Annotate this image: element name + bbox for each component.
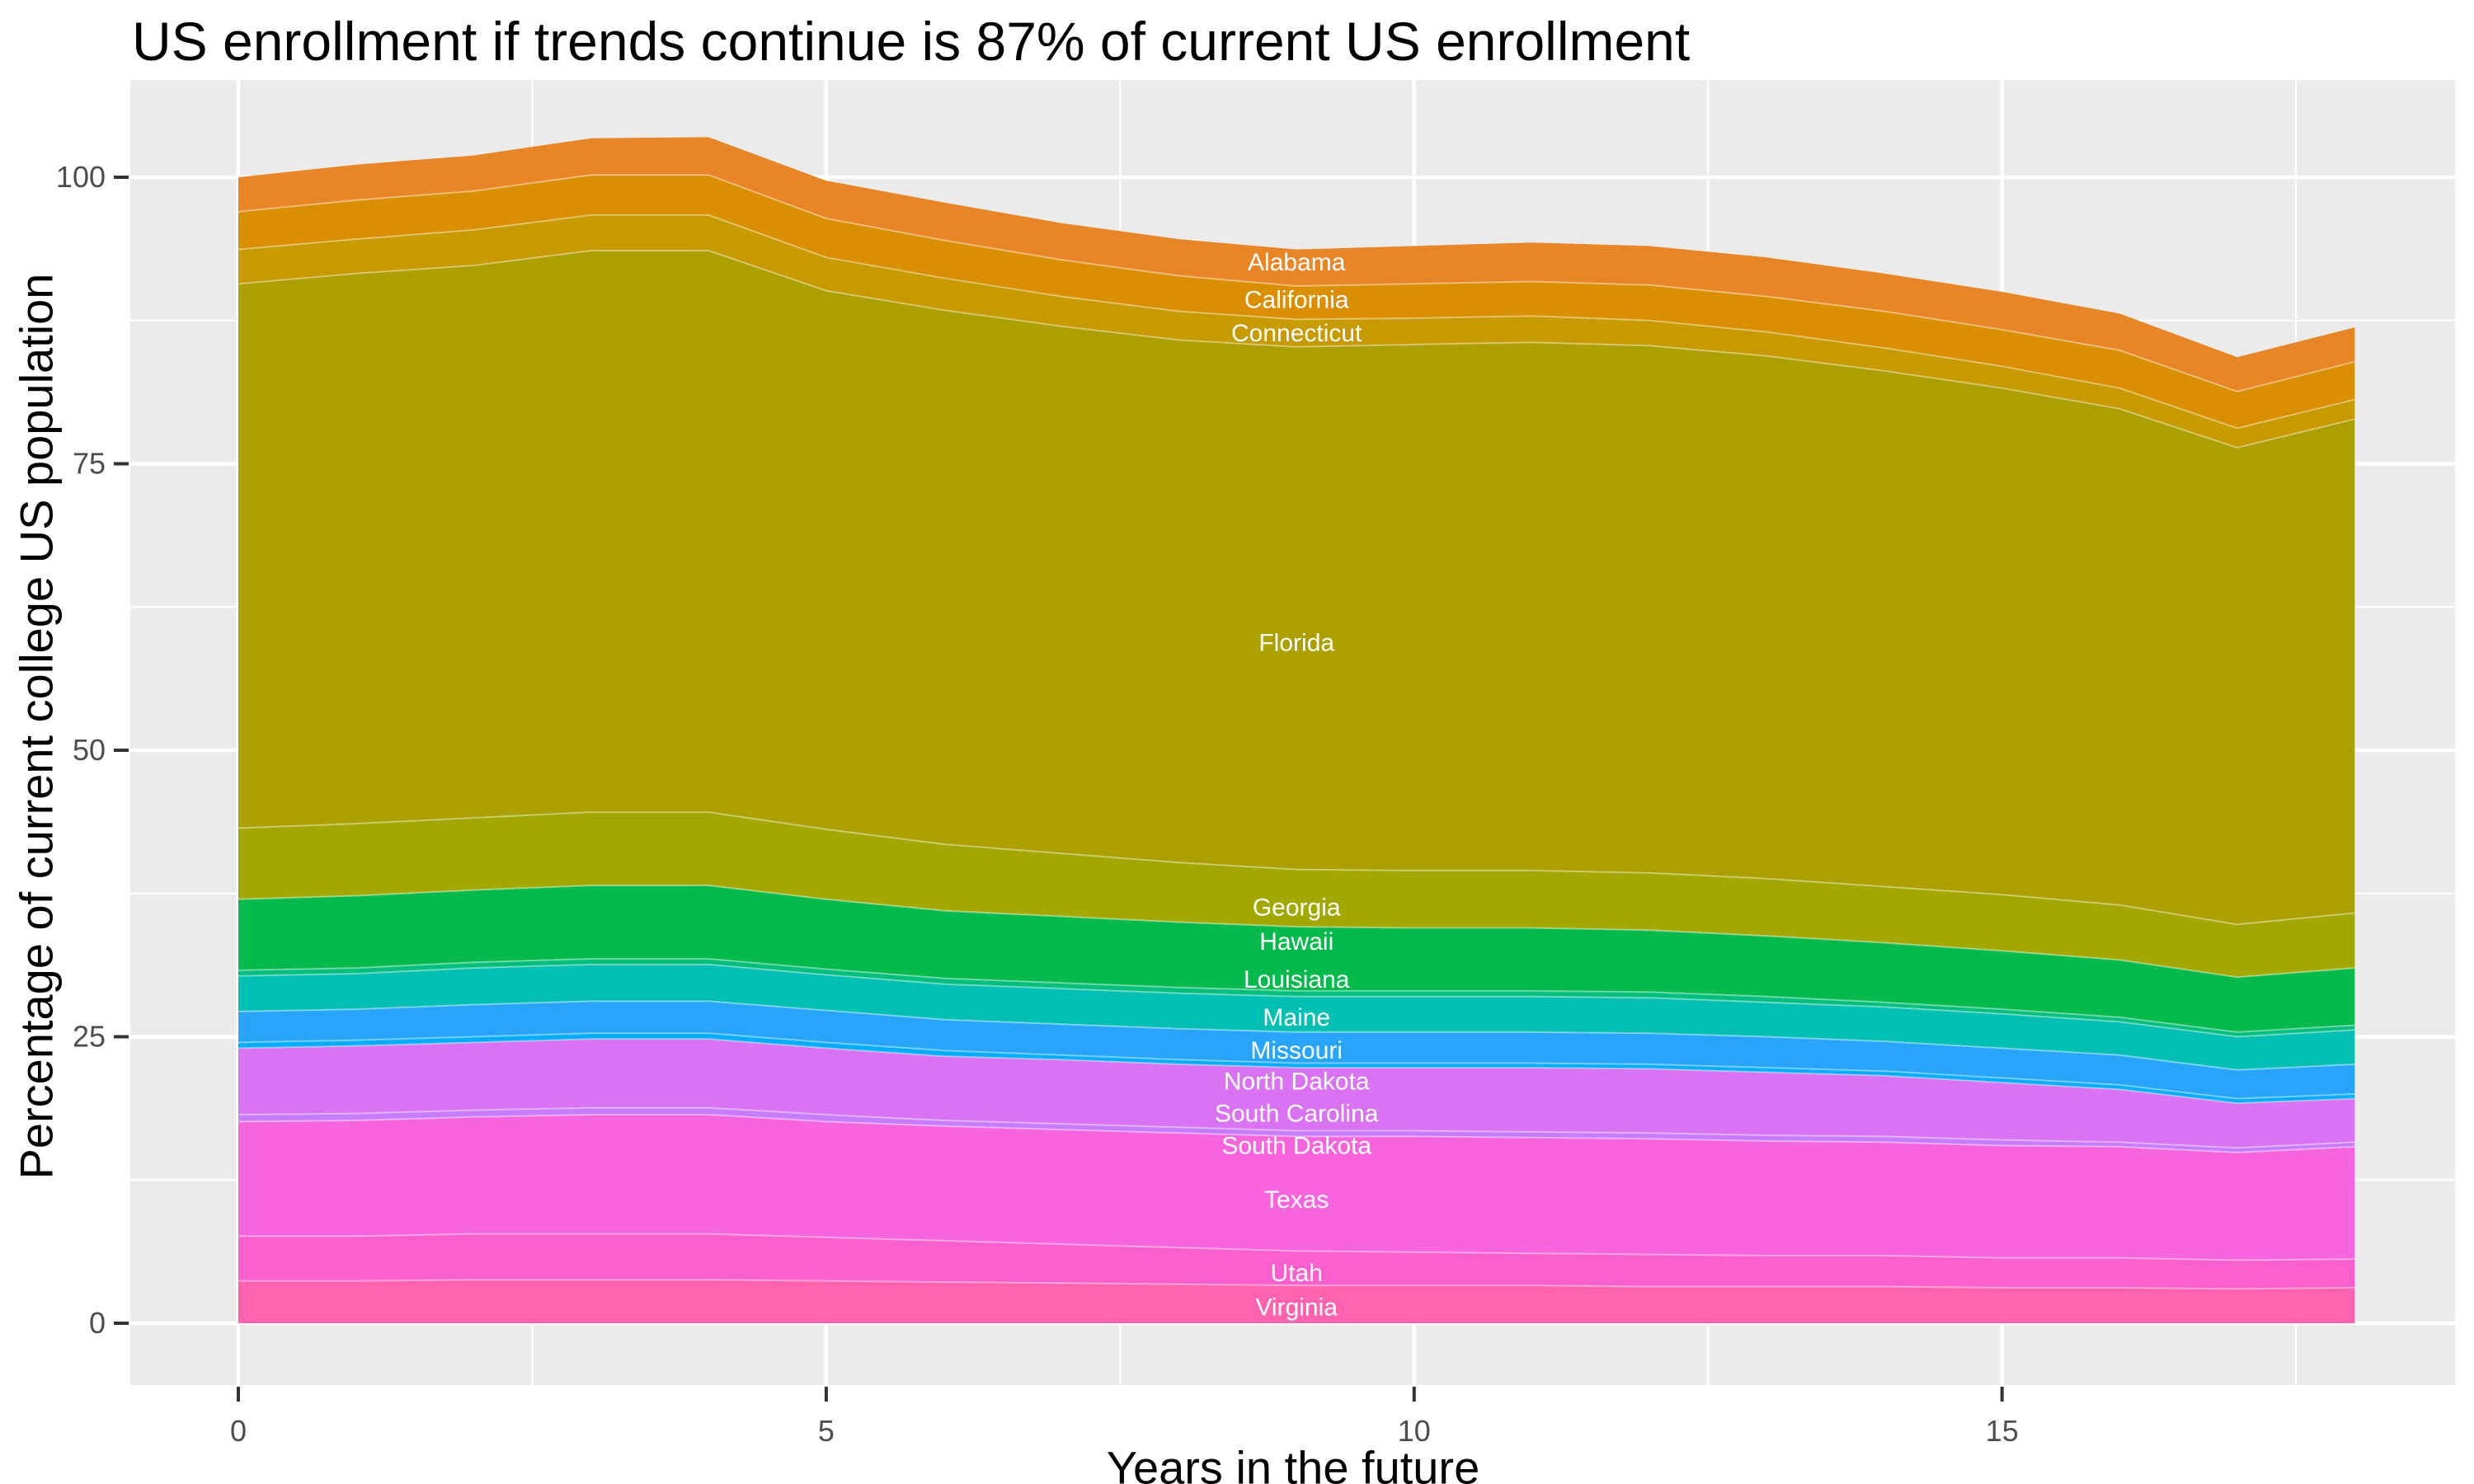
series-boundary	[238, 1032, 2355, 1100]
state-label-maine: Maine	[1263, 1004, 1330, 1031]
chart-title: US enrollment if trends continue is 87% …	[132, 11, 1691, 72]
x-tick-label: 15	[1986, 1414, 2019, 1448]
x-axis-title: Years in the future	[1106, 1441, 1480, 1484]
y-tick-label: 50	[73, 733, 106, 767]
area-series-maine	[238, 964, 2355, 1070]
area-series-missouri	[238, 1001, 2355, 1099]
area-series-south-carolina	[238, 1039, 2355, 1148]
area-series-south-dakota	[238, 1107, 2355, 1153]
x-tick-label: 10	[1398, 1414, 1431, 1448]
y-tick-label: 25	[73, 1020, 106, 1054]
y-tick-label: 100	[56, 160, 106, 194]
series-boundary	[238, 1000, 2355, 1071]
series-boundary	[238, 811, 2355, 926]
series-boundary	[238, 1279, 2355, 1290]
series-boundary	[238, 1233, 2355, 1261]
state-label-california: California	[1244, 287, 1349, 314]
series-boundary	[238, 963, 2355, 1038]
area-series-connecticut	[238, 214, 2355, 448]
area-series-texas	[238, 1115, 2355, 1261]
series-boundary	[238, 958, 2355, 1033]
state-label-hawaii: Hawaii	[1259, 928, 1333, 956]
y-axis-title: Percentage of current college US populat…	[10, 273, 63, 1180]
area-series-virginia	[238, 1280, 2355, 1323]
state-label-texas: Texas	[1264, 1186, 1329, 1214]
area-series-georgia	[238, 812, 2355, 978]
area-series-louisiana	[238, 959, 2355, 1037]
series-boundary	[238, 214, 2355, 430]
state-label-south-dakota: South Dakota	[1221, 1133, 1371, 1160]
y-tick-label: 75	[73, 447, 106, 481]
state-label-north-dakota: North Dakota	[1224, 1068, 1370, 1096]
x-tick-label: 5	[818, 1414, 835, 1448]
series-boundary	[238, 1114, 2355, 1153]
area-series-california	[238, 175, 2355, 429]
series-boundary	[238, 250, 2355, 449]
series-boundary	[238, 174, 2355, 392]
state-label-missouri: Missouri	[1250, 1037, 1343, 1064]
area-series-alabama	[238, 137, 2355, 392]
state-label-louisiana: Louisiana	[1244, 966, 1350, 993]
area-series-utah	[238, 1233, 2355, 1289]
x-tick-label: 0	[230, 1414, 247, 1448]
series-boundary	[238, 1106, 2355, 1149]
area-series-hawaii	[238, 885, 2355, 1032]
state-label-connecticut: Connecticut	[1231, 320, 1362, 347]
state-label-south-carolina: South Carolina	[1215, 1101, 1379, 1128]
state-label-alabama: Alabama	[1248, 249, 1346, 276]
y-tick-label: 0	[89, 1306, 106, 1340]
series-boundary	[238, 885, 2355, 979]
state-label-utah: Utah	[1271, 1260, 1323, 1287]
area-series-florida	[238, 251, 2355, 925]
state-label-florida: Florida	[1258, 629, 1334, 656]
area-series-north-dakota	[238, 1033, 2355, 1104]
series-boundary	[238, 1038, 2355, 1105]
state-label-georgia: Georgia	[1253, 894, 1341, 921]
state-label-virginia: Virginia	[1255, 1294, 1338, 1322]
